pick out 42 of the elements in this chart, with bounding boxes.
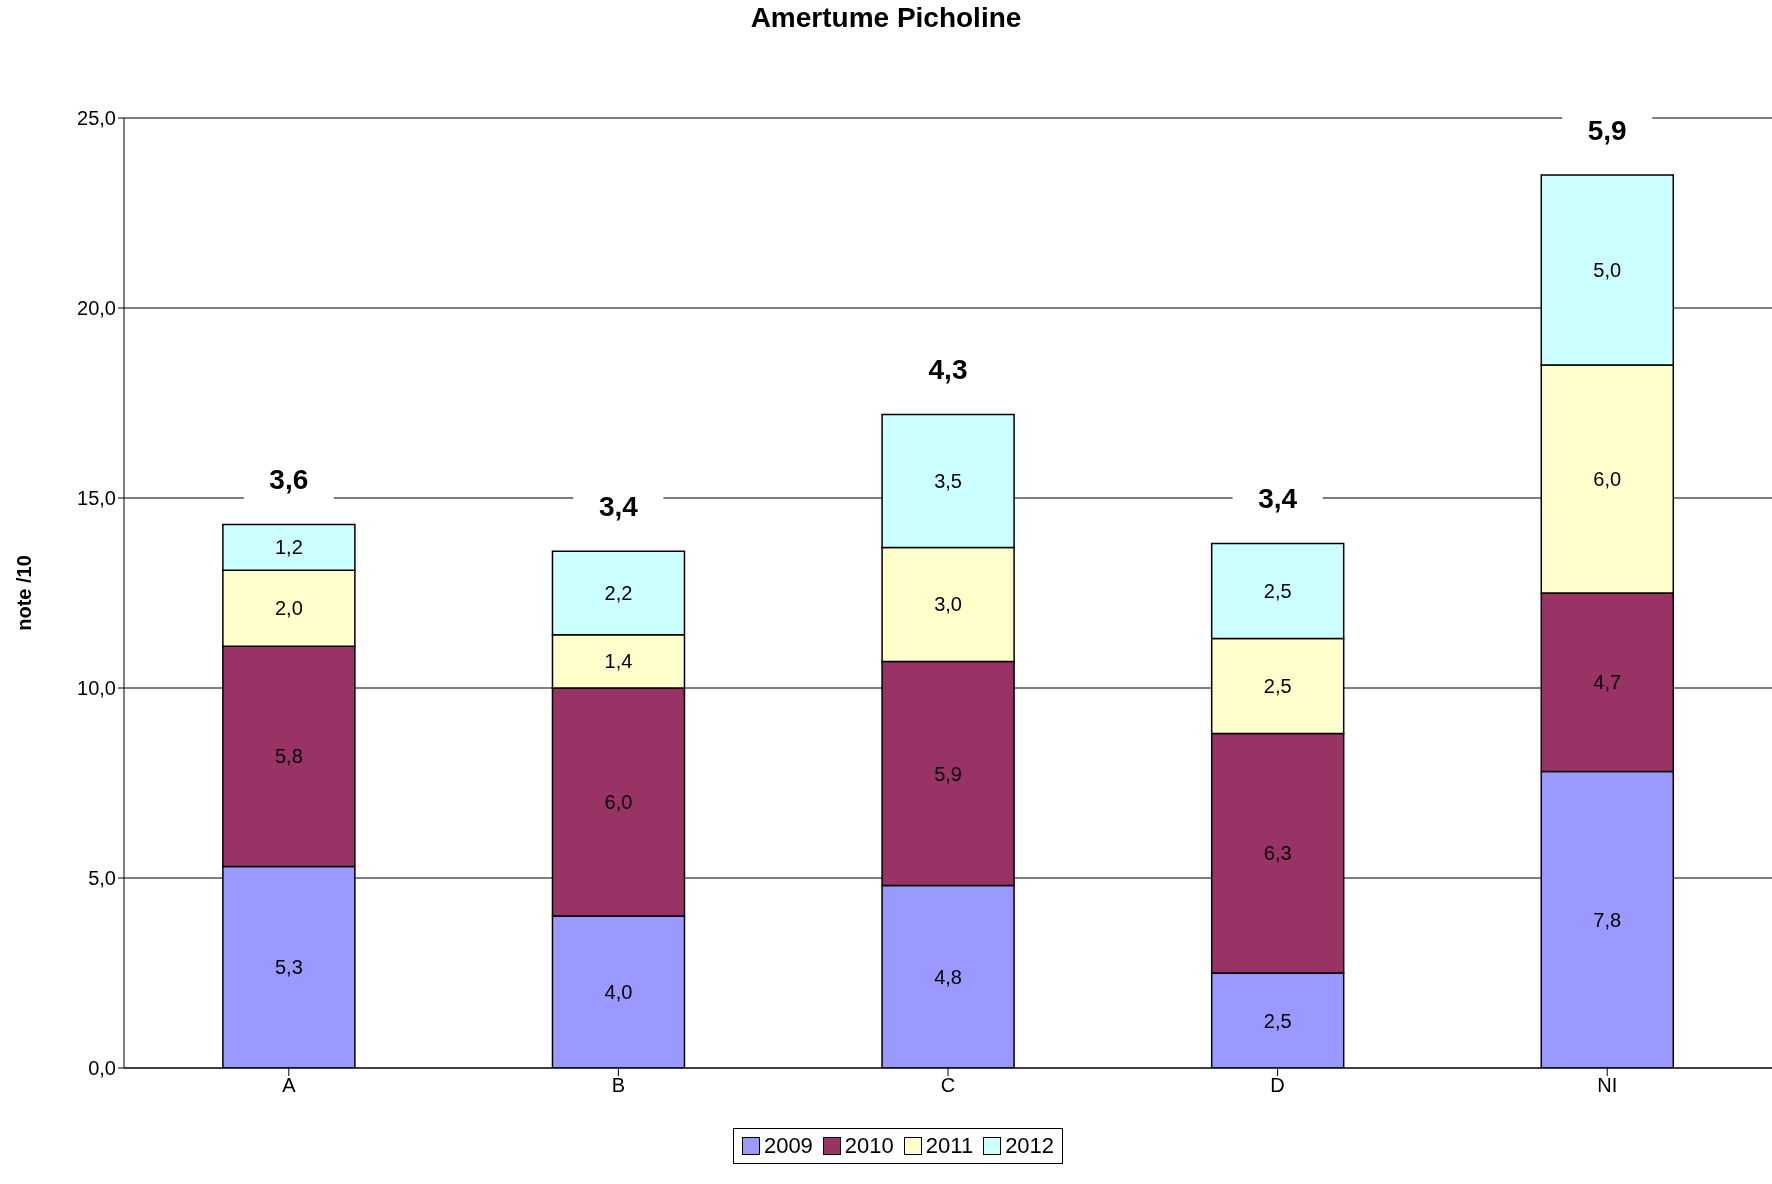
data-label: 5,0 — [1593, 259, 1622, 281]
data-label: 3,0 — [934, 593, 962, 616]
y-tick-label: 0,0 — [88, 1057, 116, 1080]
annotation: 3,4 — [598, 490, 639, 522]
data-label: 2,5 — [1263, 1009, 1292, 1032]
data-label: 2,2 — [604, 582, 633, 604]
data-label: 2,5 — [1263, 580, 1292, 603]
legend-label: 2009 — [762, 1133, 813, 1159]
data-label: 4,7 — [1593, 671, 1622, 694]
data-label: 4,8 — [934, 965, 962, 988]
legend-label: 2010 — [843, 1133, 894, 1159]
data-label: 6,0 — [1593, 468, 1622, 490]
y-tick-label: 20,0 — [77, 297, 116, 320]
annotation: 4,3 — [928, 353, 968, 385]
annotation: 3,6 — [269, 464, 309, 496]
data-label: 2,5 — [1263, 675, 1292, 698]
chart-title: Amertume Picholine — [749, 2, 1023, 34]
x-tick-label: B — [611, 1074, 626, 1097]
data-label: 5,9 — [934, 762, 962, 785]
legend-label: 2012 — [1004, 1133, 1055, 1159]
y-tick-label: 5,0 — [88, 867, 116, 890]
data-label: 4,0 — [604, 981, 633, 1003]
data-label: 1,4 — [604, 650, 633, 673]
x-tick-label: C — [940, 1074, 956, 1097]
data-label: 3,5 — [934, 469, 962, 492]
x-tick-label: A — [282, 1074, 297, 1097]
legend-label: 2011 — [924, 1133, 974, 1159]
annotation: 5,9 — [1587, 114, 1627, 146]
data-label: 7,8 — [1593, 908, 1622, 931]
y-tick-label: 15,0 — [77, 487, 116, 510]
data-label: 1,2 — [274, 536, 303, 559]
y-axis-title: note /10 — [13, 555, 36, 631]
annotation: 3,4 — [1258, 483, 1298, 515]
x-tick-label: D — [1270, 1074, 1285, 1097]
y-tick-label: 10,0 — [77, 677, 116, 700]
data-label: 5,8 — [274, 745, 303, 768]
x-tick-label: NI — [1597, 1074, 1618, 1097]
data-label: 6,0 — [604, 791, 633, 813]
y-tick-label: 25,0 — [77, 107, 116, 130]
data-label: 5,3 — [274, 956, 303, 979]
data-label: 6,3 — [1263, 842, 1292, 865]
data-label: 2,0 — [274, 597, 303, 620]
